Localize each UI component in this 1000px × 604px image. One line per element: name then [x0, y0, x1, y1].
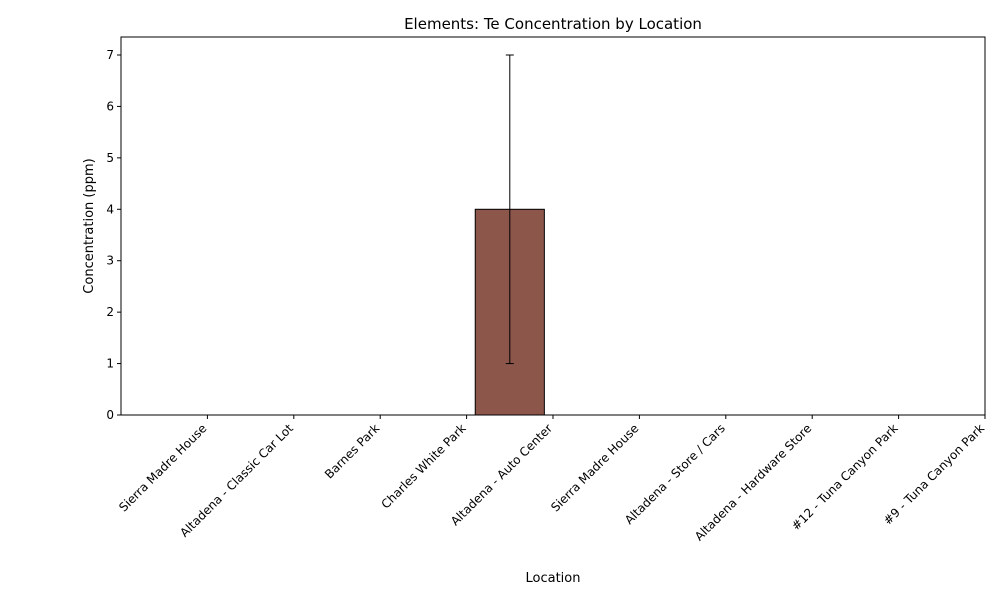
y-tick-label-0: 0 — [106, 408, 114, 422]
x-tick-label-2: Barnes Park — [322, 421, 382, 481]
plot-frame — [120, 36, 986, 416]
x-tick-label-0: Sierra Madre House — [116, 421, 209, 514]
x-axis-label: Location — [526, 571, 581, 586]
chart-title: Elements: Te Concentration by Location — [404, 15, 702, 33]
y-tick-label-1: 1 — [106, 357, 114, 371]
y-tick-label-6: 6 — [106, 99, 114, 113]
x-tick-label-3: Charles White Park — [378, 421, 468, 511]
x-tick-label-9: #9 - Tuna Canyon Park — [881, 421, 988, 528]
y-tick-label-5: 5 — [106, 151, 114, 165]
x-tick-label-5: Sierra Madre House — [548, 421, 641, 514]
y-tick-label-3: 3 — [106, 254, 114, 268]
x-tick-label-6: Altadena - Store / Cars — [622, 421, 728, 527]
y-tick-label-4: 4 — [106, 202, 114, 216]
y-tick-label-2: 2 — [106, 305, 114, 319]
x-tick-label-4: Altadena - Auto Center — [448, 421, 555, 528]
y-axis-label: Concentration (ppm) — [82, 158, 97, 293]
y-tick-label-7: 7 — [106, 48, 114, 62]
